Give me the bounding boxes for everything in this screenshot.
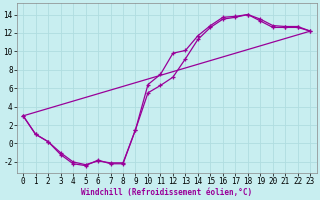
X-axis label: Windchill (Refroidissement éolien,°C): Windchill (Refroidissement éolien,°C) — [81, 188, 252, 197]
